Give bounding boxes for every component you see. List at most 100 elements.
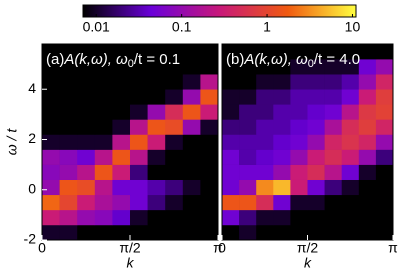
heatmap-cell — [324, 104, 342, 120]
heatmap-cell — [307, 134, 325, 150]
heatmap-cell — [222, 59, 240, 75]
heatmap-cell — [358, 179, 377, 196]
heatmap-cell — [222, 209, 240, 226]
x-axis-label: k — [304, 255, 312, 271]
heatmap-cell — [341, 179, 360, 196]
heatmap-cell — [307, 74, 325, 90]
heatmap-cell — [375, 44, 394, 60]
heatmap-cell — [42, 59, 60, 75]
heatmap-cell — [94, 134, 113, 150]
heatmap-cell — [290, 194, 308, 211]
heatmap-cell — [290, 74, 308, 90]
heatmap-cell — [130, 44, 148, 60]
heatmap-cell — [200, 104, 219, 120]
heatmap-cell — [200, 59, 219, 75]
heatmap-cell — [59, 179, 78, 196]
heatmap-cell — [147, 149, 166, 165]
heatmap-cell — [182, 89, 201, 105]
heatmap-cell — [256, 44, 274, 60]
heatmap-cell — [165, 194, 184, 211]
heatmap-cell — [256, 209, 274, 226]
heatmap-cell — [77, 44, 96, 60]
heatmap-cell — [273, 224, 291, 241]
heatmap-cell — [324, 134, 342, 150]
heatmap-cell — [273, 179, 291, 196]
heatmap-cell — [273, 104, 291, 120]
heatmap-cell — [256, 59, 274, 75]
heatmap-cell — [112, 194, 131, 211]
heatmap-cell — [112, 134, 131, 150]
heatmap-cell — [239, 149, 257, 165]
heatmap-cell — [256, 74, 274, 90]
heatmap-cell — [358, 164, 377, 180]
colorbar-tick-label: 0.01 — [83, 19, 110, 35]
heatmap-cell — [42, 224, 60, 241]
heatmap-cell — [375, 179, 394, 196]
heatmap-cell — [358, 209, 377, 226]
colorbar-tick-label: 0.1 — [172, 19, 192, 35]
heatmap-cell — [324, 224, 342, 241]
x-tick-label: π/2 — [119, 240, 141, 256]
heatmap-cell — [375, 194, 394, 211]
heatmap-cell — [307, 164, 325, 180]
annotation-function: A(k,ω), ω — [243, 51, 308, 68]
heatmap-cell — [256, 224, 274, 241]
heatmap-cell — [130, 179, 148, 196]
heatmap-cell — [273, 134, 291, 150]
y-tick-label: 4 — [28, 80, 36, 96]
heatmap-cell — [77, 194, 96, 211]
heatmap-cell — [307, 89, 325, 105]
heatmap-cell — [200, 224, 219, 241]
heatmap-cell — [112, 59, 131, 75]
heatmap-cell — [273, 149, 291, 165]
heatmap-cell — [165, 104, 184, 120]
heatmap-cell — [130, 134, 148, 150]
heatmap-cell — [182, 44, 201, 60]
heatmap-cell — [290, 134, 308, 150]
heatmap-cell — [182, 134, 201, 150]
heatmap-cell — [165, 164, 184, 180]
heatmap-cell — [59, 149, 78, 165]
heatmap-cell — [130, 104, 148, 120]
heatmap-cell — [324, 194, 342, 211]
heatmap-cell — [147, 104, 166, 120]
heatmap-cell — [165, 224, 184, 241]
heatmap-cell — [165, 119, 184, 135]
heatmap-cell — [42, 209, 60, 226]
annotation-function: A(k,ω), ω — [63, 51, 128, 68]
heatmap-cell — [200, 74, 219, 90]
heatmap-cell — [94, 164, 113, 180]
annotation-rest: /t = 4.0 — [314, 51, 360, 68]
heatmap-cell — [290, 44, 308, 60]
heatmap-cell — [307, 149, 325, 165]
heatmap-cell — [42, 89, 60, 105]
heatmap-cell — [290, 59, 308, 75]
heatmap-cell — [77, 134, 96, 150]
heatmap-cell — [290, 119, 308, 135]
heatmap-cell — [290, 89, 308, 105]
x-tick-label: π/2 — [297, 240, 319, 256]
heatmap-cell — [341, 164, 360, 180]
heatmap-cell — [358, 89, 377, 105]
heatmap-cell — [165, 179, 184, 196]
x-tick-label: 0 — [218, 240, 226, 256]
heatmap-cell — [341, 209, 360, 226]
heatmap-cell — [112, 119, 131, 135]
heatmap-cell — [307, 194, 325, 211]
heatmap-cell — [324, 164, 342, 180]
heatmap-cell — [165, 134, 184, 150]
heatmap-cell — [42, 179, 60, 196]
annotation-prefix: (a) — [46, 51, 64, 68]
heatmap-cell — [182, 179, 201, 196]
heatmap-cell — [200, 179, 219, 196]
heatmap-cell — [375, 209, 394, 226]
heatmap-cell — [239, 224, 257, 241]
heatmap-cell — [273, 119, 291, 135]
heatmap-cell — [77, 89, 96, 105]
heatmap-cell — [358, 194, 377, 211]
heatmap-cell — [290, 164, 308, 180]
x-tick-label: π — [213, 240, 223, 256]
heatmap-cell — [239, 179, 257, 196]
heatmap-cell — [200, 149, 219, 165]
heatmap-cell — [42, 164, 60, 180]
